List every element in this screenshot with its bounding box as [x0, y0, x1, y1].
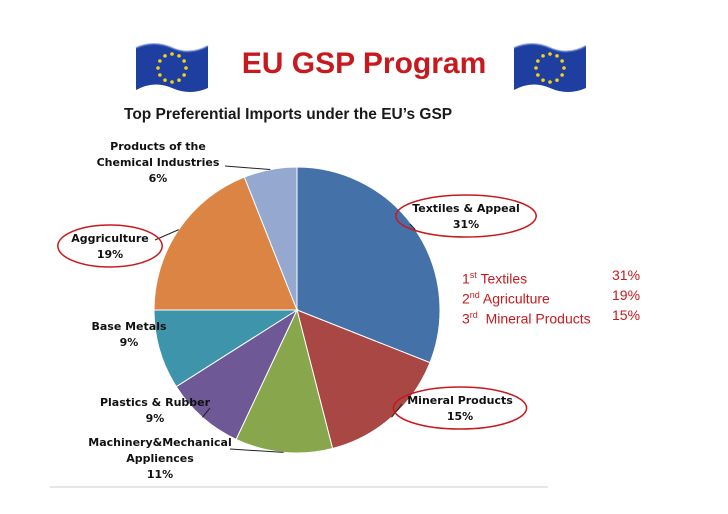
slice-label: Products of the Chemical Industries 6% — [97, 140, 220, 185]
chart-subtitle: Top Preferential Imports under the EU’s … — [124, 106, 453, 123]
flag-star — [170, 52, 174, 56]
slice-label: Machinery&Mechanical Appliences 11% — [88, 436, 231, 481]
leader-line — [224, 165, 271, 171]
ranking-label: 3rd Mineral Products — [462, 310, 591, 327]
pie-slice — [296, 166, 441, 364]
slice-label: Mineral Products 15% — [407, 394, 513, 423]
leader-line — [391, 403, 403, 418]
flag-star — [534, 66, 538, 70]
ranking-item: 3rd Mineral Products 15% — [462, 305, 652, 327]
leader-line — [229, 448, 284, 453]
flag-star — [555, 78, 559, 82]
flag-star — [562, 66, 566, 70]
flag-star — [184, 66, 188, 70]
ranking-item: 2nd Agriculture 19% — [462, 285, 652, 307]
flag-star — [560, 73, 564, 77]
slice-label: Textiles & Appeal 31% — [412, 202, 520, 231]
ranking-list: 1st Textiles 31% 2nd Agriculture 19% 3rd Min… — [462, 265, 652, 327]
flag-star — [555, 54, 559, 58]
flag-star — [163, 78, 167, 82]
pie-slice — [153, 309, 299, 388]
slice-label: Aggriculture 19% — [71, 232, 149, 261]
flag-star — [156, 66, 160, 70]
flag-star — [182, 73, 186, 77]
highlight-ellipse — [395, 194, 537, 238]
ranking-item: 1st Textiles 31% — [462, 265, 652, 287]
ranking-value: 31% — [612, 267, 641, 283]
flag-star — [158, 73, 162, 77]
flag-star — [536, 59, 540, 63]
ranking-value: 15% — [612, 307, 641, 323]
page-title: EU GSP Program — [241, 47, 487, 80]
leader-line — [202, 407, 211, 418]
flag-star — [541, 78, 545, 82]
flag-star — [163, 54, 167, 58]
ranking-value: 19% — [612, 287, 641, 303]
flag-star — [170, 80, 174, 84]
flag-star — [158, 59, 162, 63]
ranking-label: 1st Textiles — [462, 270, 528, 287]
slice-label: Plastics & Rubber 9% — [100, 396, 211, 425]
flag-star — [182, 59, 186, 63]
flag-star — [177, 54, 181, 58]
highlight-ellipse — [392, 386, 528, 430]
eu-flag-icon — [135, 43, 209, 92]
flag-star — [560, 59, 564, 63]
ranking-label: 2nd Agriculture — [462, 290, 550, 307]
flag-star — [548, 52, 552, 56]
flag-star — [536, 73, 540, 77]
leader-line — [409, 223, 416, 230]
pie-slice — [235, 308, 334, 454]
flag-star — [541, 54, 545, 58]
eu-flag-icon — [513, 43, 587, 92]
slice-label: Base Metals 9% — [91, 320, 167, 349]
flag-star — [548, 80, 552, 84]
highlight-ellipse — [57, 224, 163, 268]
flag-star — [177, 78, 181, 82]
